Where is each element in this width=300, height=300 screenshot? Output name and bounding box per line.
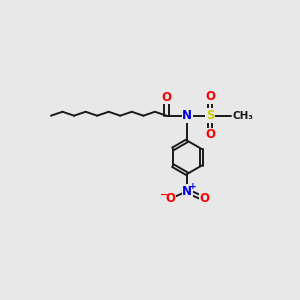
Text: O: O [205,128,215,141]
Text: O: O [165,192,175,206]
Text: S: S [206,109,214,122]
Text: O: O [205,90,215,103]
Text: N: N [182,185,192,198]
Text: +: + [188,182,196,191]
Text: CH₃: CH₃ [233,111,254,121]
Text: O: O [161,91,172,104]
Text: −: − [160,190,169,200]
Text: N: N [182,109,192,122]
Text: O: O [200,192,210,206]
